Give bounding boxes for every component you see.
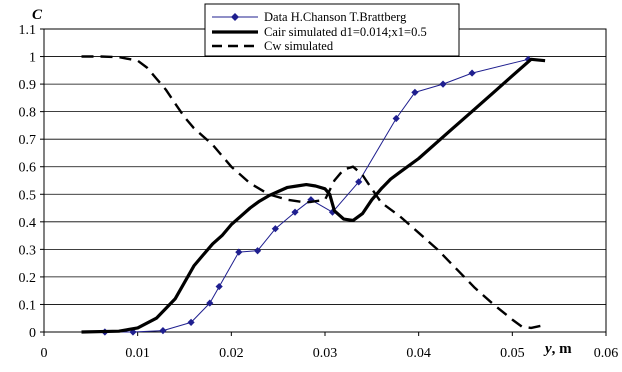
y-tick-label-1: 0.1 [19, 298, 37, 313]
data-point-2 [159, 327, 167, 335]
plot-area [43, 28, 607, 333]
y-axis-title: C [32, 7, 43, 23]
y-tick-label-9: 0.9 [19, 78, 37, 93]
data-point-7 [253, 247, 262, 255]
y-tick-label-5: 0.5 [19, 188, 37, 203]
y-tick-label-3: 0.3 [19, 243, 37, 258]
grid-lines [44, 28, 606, 333]
x-axis-ticks: 0 0.01 0.02 0.03 0.04 0.05 0.06 [41, 332, 619, 361]
y-tick-label-8: 0.8 [19, 106, 37, 121]
series-layer [81, 55, 546, 336]
data-point-12 [355, 178, 363, 186]
data-point-8 [271, 225, 279, 233]
legend: Data H.Chanson T.Brattberg Cair simulate… [204, 3, 460, 57]
x-axis-variable: y [543, 341, 552, 357]
data-point-14 [411, 88, 419, 96]
x-tick-label-5: 0.05 [500, 346, 525, 361]
x-tick-label-6: 0.06 [594, 346, 619, 361]
x-tick-label-0: 0 [41, 346, 48, 361]
series-line-2 [81, 55, 541, 330]
legend-label-cw: Cw simulated [264, 39, 334, 53]
x-tick-label-1: 0.01 [125, 346, 150, 361]
data-point-15 [439, 80, 447, 88]
legend-box [204, 3, 460, 57]
data-point-5 [215, 282, 223, 291]
y-tick-label-11: 1.1 [19, 23, 37, 38]
data-point-6 [235, 248, 243, 256]
y-tick-label-4: 0.4 [19, 216, 37, 231]
x-axis-unit: , m [552, 341, 573, 357]
data-point-4 [206, 299, 214, 307]
y-tick-label-7: 0.7 [19, 133, 37, 148]
legend-marker-data [231, 13, 239, 21]
data-point-13 [392, 114, 400, 123]
x-tick-label-4: 0.04 [406, 346, 431, 361]
data-point-17 [524, 55, 532, 63]
data-point-3 [187, 318, 195, 326]
y-tick-label-2: 0.2 [19, 271, 37, 286]
x-axis-title: y, m [543, 341, 572, 357]
series-line-0 [104, 58, 529, 333]
series-line-1 [81, 57, 546, 334]
y-tick-label-10: 1 [29, 51, 36, 66]
y-axis-ticks: 0 0.1 0.2 0.3 0.4 0.5 0.6 0.7 0.8 0.9 1 1.1 [19, 23, 44, 341]
data-point-9 [291, 208, 299, 216]
x-tick-label-2: 0.02 [219, 346, 244, 361]
legend-label-cair: Cair simulated d1=0.014;x1=0.5 [264, 25, 427, 39]
legend-label-data: Data H.Chanson T.Brattberg [264, 10, 407, 24]
x-tick-label-3: 0.03 [313, 346, 338, 361]
y-tick-label-6: 0.6 [19, 161, 37, 176]
data-point-16 [468, 69, 476, 77]
y-tick-label-0: 0 [29, 326, 36, 341]
